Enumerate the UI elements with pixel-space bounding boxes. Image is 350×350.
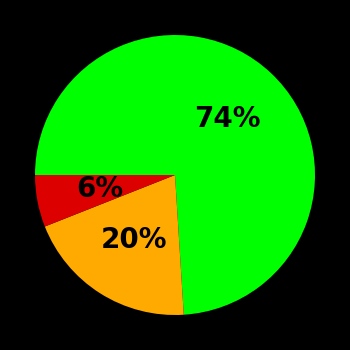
Wedge shape [35, 175, 175, 226]
Text: 20%: 20% [100, 226, 167, 254]
Wedge shape [45, 175, 184, 315]
Text: 74%: 74% [195, 105, 261, 133]
Text: 6%: 6% [76, 175, 123, 203]
Wedge shape [35, 35, 315, 315]
